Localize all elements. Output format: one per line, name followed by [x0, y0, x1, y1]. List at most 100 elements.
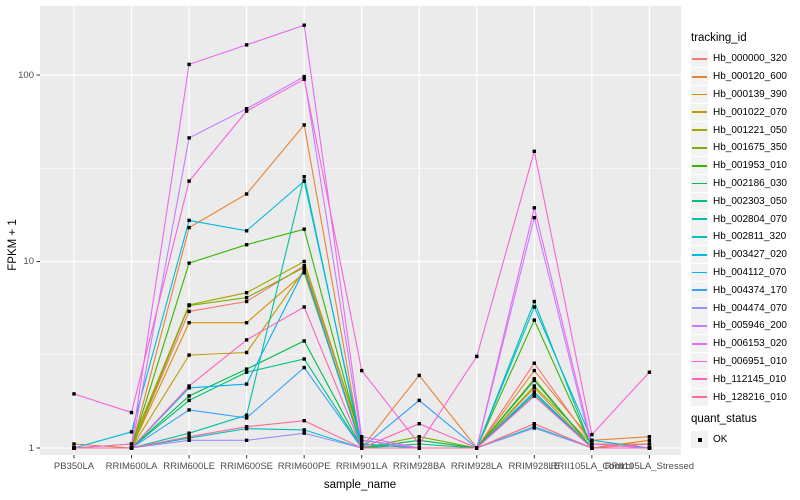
legend-quant-status: quant_status OK: [691, 413, 787, 449]
data-point: [244, 370, 249, 374]
data-point: [532, 206, 536, 210]
legend-entry-Hb_002186_030: Hb_002186_030: [691, 174, 787, 193]
legend-key-box: [691, 139, 708, 157]
legend-key-box: [691, 210, 708, 228]
legend-line-sample-icon: [692, 164, 707, 167]
data-point: [244, 416, 249, 420]
legend-entry-label: Hb_128216_010: [713, 391, 787, 403]
data-point: [647, 446, 652, 450]
legend-line-sample-icon: [692, 58, 707, 60]
data-point: [360, 435, 364, 439]
legend-entry-Hb_002804_070: Hb_002804_070: [691, 210, 787, 228]
data-point: [244, 229, 249, 233]
data-point: [244, 338, 249, 342]
data-point: [590, 442, 594, 446]
data-point: [187, 136, 191, 140]
legend-entry-label: OK: [713, 434, 728, 446]
legend-entry-label: Hb_002303_050: [713, 195, 787, 207]
data-point: [647, 370, 652, 374]
data-point: [590, 438, 594, 442]
data-point: [532, 361, 536, 365]
data-point: [532, 368, 536, 373]
data-point: [532, 215, 536, 220]
legend-line-sample-icon: [692, 271, 707, 274]
data-point: [532, 390, 536, 394]
data-point: [475, 446, 479, 450]
legend-key-box: [691, 246, 708, 264]
legend-entry-label: Hb_001675_350: [713, 142, 787, 154]
legend-entry-Hb_112145_010: Hb_112145_010: [691, 370, 787, 388]
legend-entry-label: Hb_002811_320: [713, 231, 787, 243]
legend-key-box: [691, 192, 708, 210]
x-tick-label: RRIM928LA: [450, 461, 503, 472]
data-point: [244, 192, 249, 196]
square-marker-icon: [697, 437, 702, 442]
data-point: [532, 149, 536, 153]
data-point: [244, 367, 249, 371]
legend-key-box: [691, 68, 708, 86]
panel-background: [40, 6, 681, 455]
legend-entry-Hb_006951_010: Hb_006951_010: [691, 352, 787, 371]
legend-line-sample-icon: [692, 218, 707, 220]
legend-entry-label: Hb_000120_600: [713, 71, 787, 83]
legend-entry-Hb_004374_170: Hb_004374_170: [691, 281, 787, 299]
data-point: [187, 309, 191, 314]
legend-key-box: [691, 431, 708, 449]
data-point: [417, 398, 421, 403]
data-point: [302, 431, 306, 435]
legend-entry-Hb_005946_200: Hb_005946_200: [691, 317, 787, 335]
x-tick-label: RRIM600LE: [163, 461, 215, 472]
data-point: [244, 243, 249, 247]
legend-entry-label: Hb_112145_010: [713, 373, 787, 385]
data-point: [302, 179, 306, 183]
data-point: [187, 431, 191, 435]
data-point: [187, 408, 191, 412]
x-tick-label: RRIM901LA: [335, 461, 388, 472]
legend-line-sample-icon: [692, 147, 707, 149]
legend-entry-label: Hb_002804_070: [713, 213, 787, 225]
legend-line-sample-icon: [692, 93, 707, 96]
legend-entry-Hb_000139_390: Hb_000139_390: [691, 85, 787, 104]
data-point: [244, 107, 249, 111]
data-point: [532, 422, 536, 426]
data-point: [244, 350, 249, 355]
legend-key-box: [691, 174, 708, 192]
legend-line-sample-icon: [692, 129, 707, 131]
data-point: [244, 438, 249, 442]
legend-key-box: [691, 85, 708, 103]
data-point: [187, 394, 191, 398]
data-point: [187, 321, 191, 325]
legend-entry-label: Hb_006951_010: [713, 355, 787, 367]
legend-key-box: [691, 228, 708, 246]
data-point: [302, 227, 306, 231]
legend-key-box: [691, 299, 708, 317]
y-tick-label: 100: [18, 69, 34, 81]
data-point: [244, 425, 249, 429]
data-point: [244, 291, 249, 295]
data-point: [302, 175, 306, 179]
legend-entry-label: Hb_000000_320: [713, 53, 787, 65]
data-point: [532, 378, 536, 383]
data-point: [187, 384, 191, 388]
data-point: [129, 442, 134, 446]
legend-entry-label: Hb_001221_050: [713, 124, 787, 136]
legend-key-box: [691, 370, 708, 388]
data-point: [302, 123, 306, 127]
data-point: [475, 354, 479, 359]
data-point: [647, 435, 652, 439]
data-point: [187, 438, 191, 442]
data-point: [72, 442, 76, 446]
data-point: [302, 259, 306, 264]
legend-line-sample-icon: [692, 289, 707, 292]
legend-entry-label: Hb_003427_020: [713, 249, 787, 261]
data-point: [302, 271, 306, 275]
data-point: [244, 321, 249, 325]
legend-entry-label: Hb_004474_070: [713, 302, 787, 314]
data-point: [129, 410, 134, 415]
y-tick-label: 10: [23, 256, 34, 267]
legend-entry-Hb_003427_020: Hb_003427_020: [691, 246, 787, 264]
data-point: [187, 179, 191, 183]
legend-line-sample-icon: [692, 200, 707, 203]
legend-key-box: [691, 50, 708, 68]
legend-entries: Hb_000000_320 Hb_000120_600 Hb_000139_390 H…: [691, 50, 787, 406]
